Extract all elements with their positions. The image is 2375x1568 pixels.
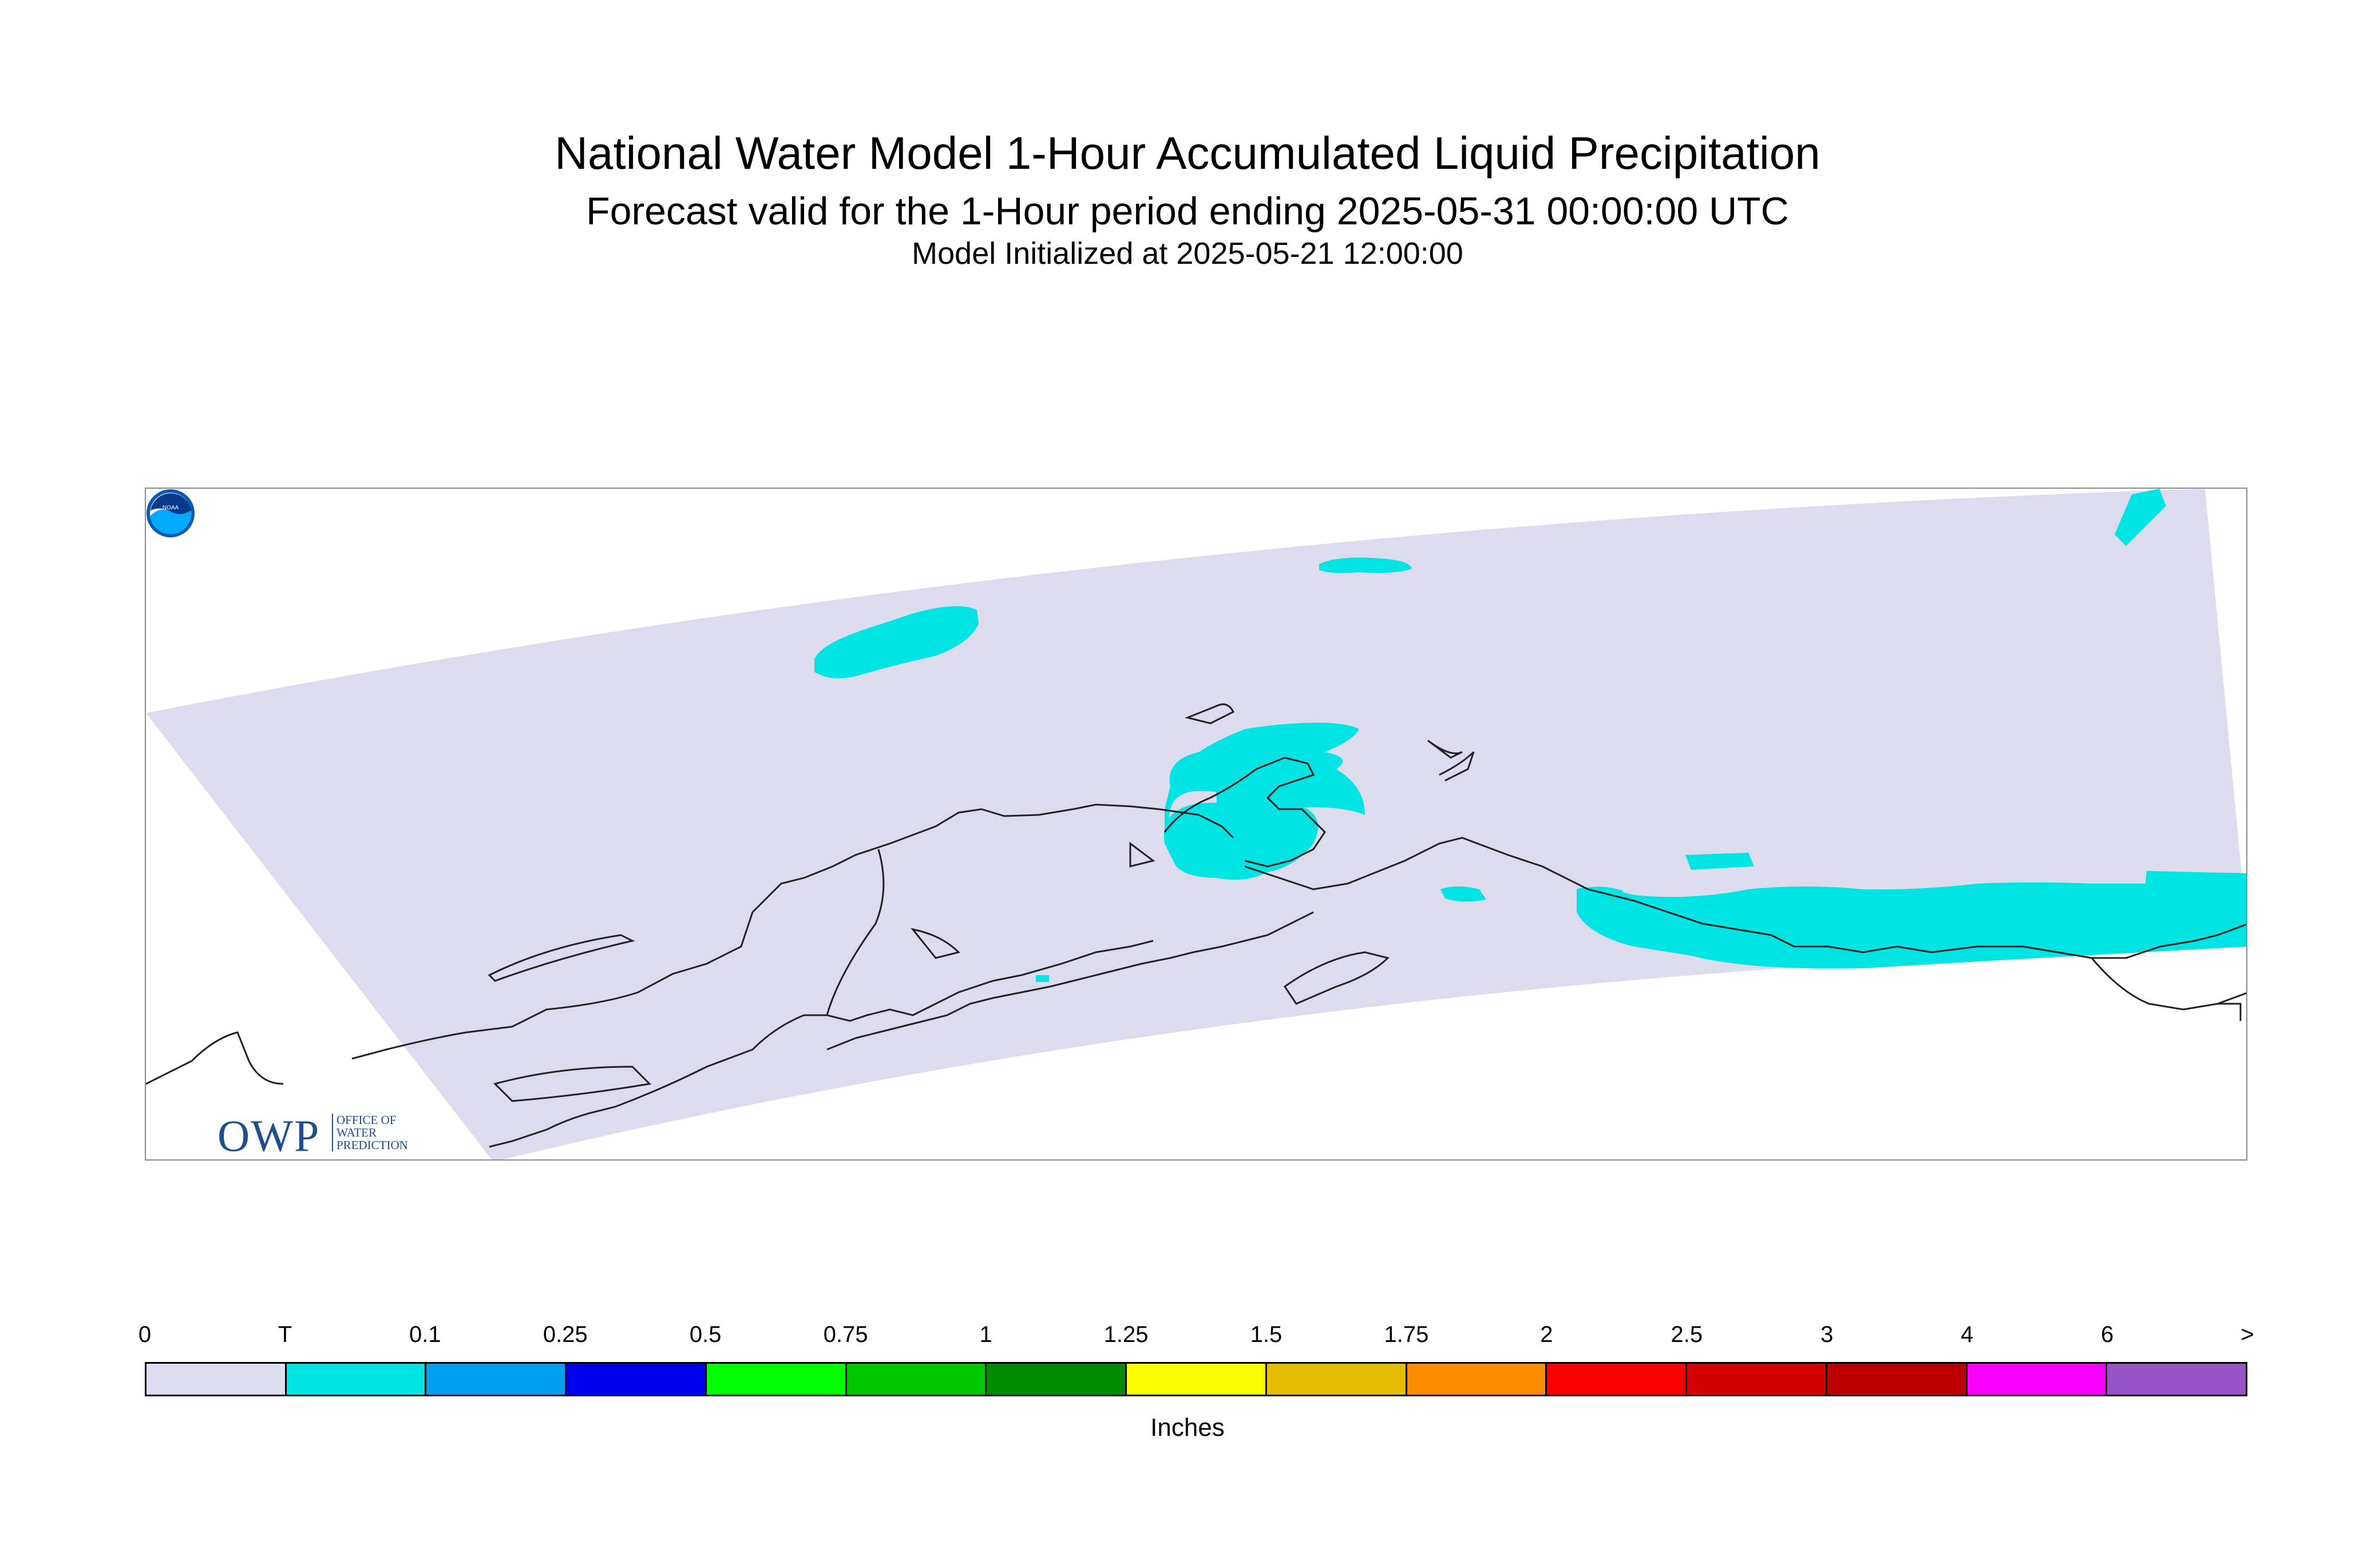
trace-precip-areas	[814, 489, 2246, 982]
legend-tick-label: 6	[2100, 1322, 2114, 1347]
legend-tick-label: 3	[1820, 1322, 1834, 1347]
init-time: Model Initialized at 2025-05-21 12:00:00	[912, 236, 1463, 271]
coastlines	[146, 703, 2246, 1148]
legend-swatch	[706, 1364, 847, 1395]
trace-area-small-3	[1685, 853, 1754, 870]
legend-swatch	[1407, 1364, 1547, 1395]
coastline-island-2	[1439, 751, 1475, 782]
legend-swatch	[1967, 1364, 2108, 1395]
legend-units: Inches	[1150, 1413, 1225, 1442]
legend-tick-label: 4	[1961, 1322, 1974, 1347]
legend-swatch	[1687, 1364, 1827, 1395]
coastline-gulf-of-alaska	[1542, 865, 2246, 959]
legend-swatch	[987, 1364, 1127, 1395]
coastline-canada-border	[2091, 957, 2246, 1011]
owp-logo-text: OWP	[217, 1111, 320, 1161]
coastline-bristol-bay	[489, 849, 885, 1148]
legend-tick-label: 2.5	[1671, 1322, 1703, 1347]
map-subtitle: Forecast valid for the 1-Hour period end…	[586, 189, 1789, 233]
coastline-alaska-peninsula	[826, 940, 1154, 1022]
owp-logo-line: OFFICE OF	[337, 1113, 397, 1127]
legend-swatch	[1127, 1364, 1267, 1395]
coastline-island-3	[1185, 703, 1235, 724]
owp-logo-line: WATER	[337, 1126, 377, 1139]
coastline-southeast-corner	[2218, 1003, 2242, 1021]
legend-tick-label: >	[2241, 1322, 2254, 1347]
color-legend	[145, 1362, 2247, 1396]
legend-swatch	[1547, 1364, 1688, 1395]
svg-text:NOAA: NOAA	[163, 505, 179, 511]
coastline-kenai	[1244, 837, 1543, 890]
coastline-aleutian-chain	[826, 911, 1314, 1051]
legend-tick-label: 1	[979, 1322, 992, 1347]
legend-tick-label: 2	[1540, 1322, 1553, 1347]
noaa-logo: NOAA	[147, 489, 195, 537]
owp-logo-subtitle: OFFICE OF WATER PREDICTION	[332, 1114, 408, 1151]
legend-tick-label: 0.1	[409, 1322, 441, 1347]
legend-swatch	[147, 1364, 287, 1395]
legend-swatch	[567, 1364, 707, 1395]
trace-area-small-4	[1675, 940, 1684, 947]
legend-tick-label: 1.75	[1384, 1322, 1429, 1347]
owp-logo-line: PREDICTION	[337, 1138, 408, 1152]
legend-tick-label: 0.25	[543, 1322, 588, 1347]
trace-area-copper-river	[1577, 871, 2246, 969]
trace-area-north-east	[2115, 489, 2166, 546]
legend-swatch	[846, 1364, 987, 1395]
legend-tick-label: T	[278, 1322, 292, 1347]
legend-swatch	[1266, 1364, 1407, 1395]
legend-tick-label: 0.75	[823, 1322, 868, 1347]
trace-area-small-2	[1440, 886, 1486, 902]
trace-area-south-central	[1165, 722, 1365, 872]
coastline-island-5	[1129, 842, 1155, 868]
legend-tick-label: 1.5	[1250, 1322, 1282, 1347]
legend-swatch	[426, 1364, 567, 1395]
coastline-island-1	[1427, 739, 1463, 759]
coastline-alaska-west	[351, 803, 1234, 1060]
legend-swatch	[1827, 1364, 1968, 1395]
legend-tick-label: 0	[138, 1322, 152, 1347]
trace-area-north-west	[814, 606, 979, 679]
map-canvas	[146, 489, 2246, 1159]
legend-swatch	[2107, 1364, 2246, 1395]
precip-map: OWP OFFICE OF WATER PREDICTION NOAA	[145, 488, 2247, 1161]
legend-swatch	[286, 1364, 427, 1395]
trace-area-small-5	[1036, 975, 1049, 982]
trace-area-arctic-coast	[1319, 557, 1412, 573]
coastline-cook-inlet	[1163, 757, 1326, 868]
coastline-kodiak	[1283, 951, 1390, 1005]
coastline-nunivak	[493, 1066, 652, 1102]
coastline-island-4	[911, 928, 960, 959]
legend-tick-label: 1.25	[1103, 1322, 1149, 1347]
coastline-st-lawrence	[488, 934, 635, 982]
coastline-southwest-corner	[146, 1031, 284, 1085]
legend-tick-label: 0.5	[689, 1322, 722, 1347]
trace-area-kenai	[1163, 802, 1318, 880]
map-title: National Water Model 1-Hour Accumulated …	[555, 128, 1820, 179]
